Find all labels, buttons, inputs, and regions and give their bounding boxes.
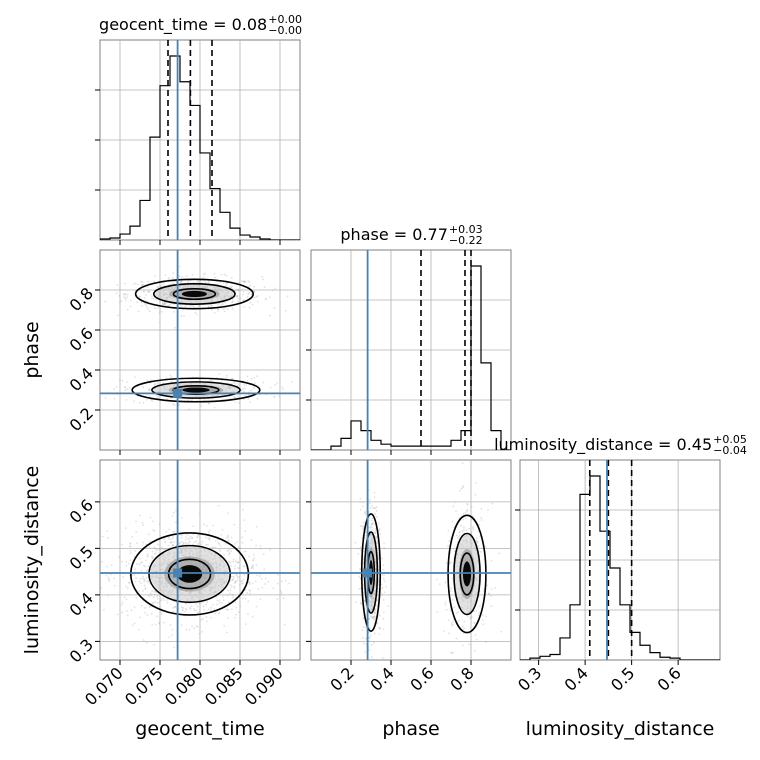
x-tick-label: 0.5 xyxy=(607,663,638,694)
diag-panel-luminosity_distance xyxy=(520,460,720,660)
diag-panel-phase xyxy=(311,250,511,450)
contour-level-1 xyxy=(152,283,236,305)
y-axis-label-luminosity_distance: luminosity_distance xyxy=(21,466,43,655)
title-sub: −0.22 xyxy=(449,234,483,247)
truth-marker xyxy=(363,568,373,578)
contour-level-0 xyxy=(172,287,217,301)
diag-title-luminosity_distance: luminosity_distance = 0.45 +0.05−0.04 xyxy=(494,433,747,457)
y-tick-label: 0.3 xyxy=(66,635,97,666)
y-tick-label: 0.5 xyxy=(66,542,97,573)
histogram-phase xyxy=(311,265,511,450)
diag-title-phase: phase = 0.77 +0.03−0.22 xyxy=(340,223,482,247)
joint-panel-phase-luminosity_distance xyxy=(311,460,511,660)
x-tick-label: 0.4 xyxy=(366,663,397,694)
x-axis-label-luminosity_distance: luminosity_distance xyxy=(526,718,715,740)
title-sup: +0.05 xyxy=(713,433,747,446)
title-sup: +0.00 xyxy=(268,13,302,26)
x-axis-label-phase: phase xyxy=(382,718,439,740)
contour-level-2 xyxy=(130,532,250,616)
title-main: phase = 0.77 xyxy=(340,225,447,244)
x-tick-label: 0.080 xyxy=(161,663,207,709)
x-tick-label: 0.075 xyxy=(121,663,167,709)
title-main: luminosity_distance = 0.45 xyxy=(494,435,712,455)
y-tick-label: 0.6 xyxy=(66,324,97,355)
diag-title-geocent_time: geocent_time = 0.08 +0.00−0.00 xyxy=(99,13,302,37)
title-sup: +0.03 xyxy=(449,223,483,236)
y-axis-label-phase: phase xyxy=(21,321,43,378)
joint-panel-geocent_time-phase xyxy=(100,250,300,450)
density-shade xyxy=(177,565,203,583)
y-tick-label: 0.4 xyxy=(66,364,97,395)
x-tick-label: 0.085 xyxy=(201,663,247,709)
y-tick-label: 0.2 xyxy=(66,404,97,435)
panel-contents xyxy=(100,40,720,660)
panel-frame xyxy=(310,459,512,661)
contour-level-1 xyxy=(148,544,231,604)
contour-level-2 xyxy=(134,278,254,310)
x-tick-label: 0.6 xyxy=(654,663,685,694)
contour-level-1 xyxy=(151,381,241,399)
x-tick-label: 0.8 xyxy=(446,663,477,694)
truth-marker xyxy=(173,568,183,578)
density-shade xyxy=(181,290,207,298)
x-tick-label: 0.3 xyxy=(514,663,545,694)
truth-marker xyxy=(173,388,183,398)
title-main: geocent_time = 0.08 xyxy=(99,15,267,35)
contour-level-1 xyxy=(453,532,481,616)
density-shade xyxy=(182,387,210,393)
contour-level-2 xyxy=(131,377,261,403)
histogram-luminosity_distance xyxy=(520,475,720,660)
x-tick-label: 0.2 xyxy=(326,663,357,694)
contour-level-2 xyxy=(447,514,487,634)
x-tick-label: 0.090 xyxy=(241,663,287,709)
diag-panel-geocent_time xyxy=(100,40,300,240)
contour-level-0 xyxy=(167,558,212,590)
y-tick-label: 0.6 xyxy=(66,495,97,526)
title-sub: −0.00 xyxy=(268,24,302,37)
title-sub: −0.04 xyxy=(713,444,747,457)
y-tick-label: 0.4 xyxy=(66,589,97,620)
joint-panel-geocent_time-luminosity_distance xyxy=(100,460,300,660)
x-tick-label: 0.4 xyxy=(561,663,592,694)
x-tick-label: 0.070 xyxy=(81,663,127,709)
contour-level-0 xyxy=(459,552,475,596)
density-shade xyxy=(462,561,472,587)
x-axis-label-geocent_time: geocent_time xyxy=(135,718,264,740)
x-tick-label: 0.6 xyxy=(406,663,437,694)
y-tick-label: 0.8 xyxy=(66,284,97,315)
